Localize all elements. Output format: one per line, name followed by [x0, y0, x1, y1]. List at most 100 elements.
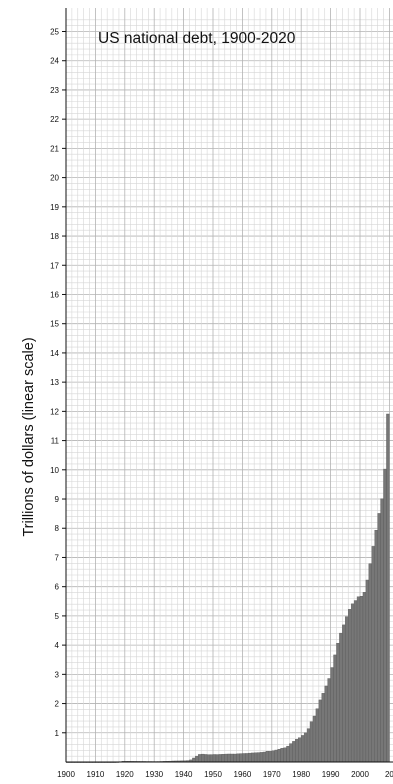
y-tick-label: 16 — [50, 290, 59, 299]
bar — [253, 752, 258, 763]
y-tick-label: 23 — [50, 86, 59, 95]
bar-series — [65, 413, 390, 763]
y-tick-label: 4 — [55, 641, 60, 650]
y-tick-label: 9 — [55, 495, 60, 504]
bar — [203, 754, 208, 763]
y-tick-label: 15 — [50, 320, 59, 329]
x-tick-label: 1910 — [87, 770, 105, 779]
bar — [286, 745, 290, 763]
bar — [353, 600, 358, 763]
x-tick-label: 1970 — [263, 770, 281, 779]
bar — [233, 753, 237, 763]
bar — [280, 748, 284, 763]
bar — [227, 753, 231, 763]
bar — [221, 754, 225, 763]
y-tick-label: 12 — [50, 407, 59, 416]
y-tick-label: 11 — [51, 437, 60, 446]
y-tick-label: 3 — [55, 670, 60, 679]
bar — [259, 752, 264, 763]
bar — [298, 737, 302, 763]
y-tick-label: 19 — [50, 203, 59, 212]
y-tick-label: 2 — [55, 700, 60, 709]
x-tick-labels: 1900 1910 1920 1930 1940 1950 1960 1970 1980 1990… — [57, 770, 393, 779]
bar — [301, 735, 305, 763]
bar — [359, 596, 364, 763]
x-tick-label: 20 — [385, 770, 393, 779]
chart-title: US national debt, 1900-2020 — [98, 30, 296, 47]
x-tick-label: 1960 — [234, 770, 252, 779]
bar — [309, 721, 314, 763]
bar — [306, 728, 311, 763]
bar — [312, 715, 317, 763]
x-tick-label: 1900 — [57, 770, 75, 779]
y-tick-label: 5 — [55, 612, 60, 621]
bar — [212, 754, 217, 763]
bar — [209, 754, 214, 763]
y-tick-label: 25 — [50, 28, 59, 37]
bar — [236, 753, 240, 763]
y-tick-label: 18 — [50, 232, 59, 241]
bar — [265, 751, 270, 763]
bar — [303, 732, 308, 763]
bar — [192, 757, 196, 763]
bar — [362, 592, 367, 763]
bar — [339, 632, 343, 763]
bar — [283, 747, 287, 763]
x-tick-label: 1990 — [322, 770, 340, 779]
y-tick-label: 13 — [50, 378, 59, 387]
bar — [371, 546, 375, 763]
bar — [365, 579, 370, 763]
bar — [201, 753, 205, 763]
bar — [318, 699, 322, 763]
y-tick-label: 10 — [50, 466, 59, 475]
x-tick-label: 1980 — [292, 770, 310, 779]
y-tick-label: 21 — [50, 144, 59, 153]
x-tick-label: 1950 — [204, 770, 222, 779]
bar — [251, 752, 255, 763]
bar — [386, 413, 390, 763]
bar — [274, 749, 278, 763]
bar — [324, 685, 328, 763]
bar — [374, 529, 378, 763]
x-tick-label: 2000 — [351, 770, 369, 779]
y-tick-label: 6 — [55, 583, 60, 592]
y-tick-label: 14 — [50, 349, 59, 358]
bar — [330, 667, 334, 763]
y-tick-label: 22 — [50, 115, 59, 124]
axes — [65, 8, 393, 763]
y-tick-labels: 1234567891011121314151617181920212223242… — [50, 28, 66, 738]
x-tick-label: 1930 — [145, 770, 163, 779]
bar — [198, 754, 202, 763]
x-tick-label: 1920 — [116, 770, 134, 779]
bar — [368, 563, 372, 763]
y-tick-label: 24 — [50, 57, 59, 66]
bar — [271, 750, 275, 763]
y-tick-label: 20 — [50, 174, 59, 183]
bar — [380, 498, 384, 763]
bar — [242, 753, 246, 763]
bar — [356, 596, 361, 763]
bar — [333, 654, 337, 763]
bar — [262, 751, 267, 763]
y-tick-label: 7 — [55, 553, 60, 562]
bar — [245, 753, 249, 763]
bar — [248, 752, 252, 763]
bar — [295, 739, 299, 763]
bar — [230, 753, 234, 763]
bar — [321, 693, 325, 763]
bar — [195, 755, 199, 763]
bar — [315, 708, 320, 763]
bar — [289, 743, 293, 763]
y-tick-label: 8 — [55, 524, 60, 533]
y-tick-label: 1 — [55, 729, 60, 738]
bar — [342, 624, 346, 763]
bar — [215, 754, 220, 763]
y-tick-label: 17 — [50, 261, 59, 270]
bar — [218, 754, 223, 763]
bar — [377, 513, 381, 763]
bar — [336, 643, 340, 763]
bar — [350, 603, 355, 763]
bar — [256, 752, 261, 763]
bar — [206, 754, 211, 763]
